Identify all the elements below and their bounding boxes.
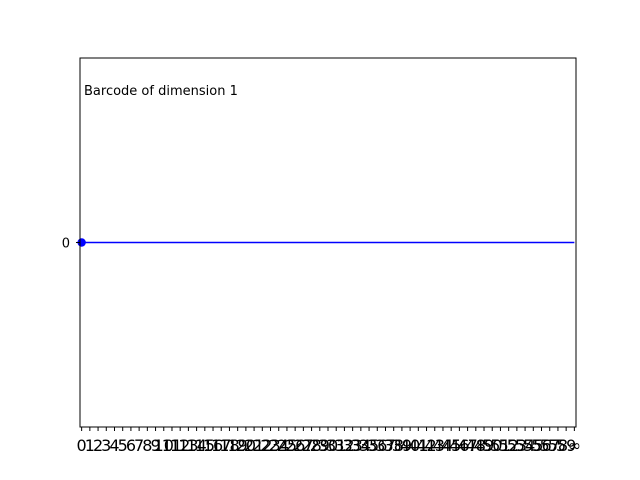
x-tick-label: 7 — [134, 436, 144, 455]
x-tick-label: 44 — [433, 436, 453, 455]
x-tick-label: 50 — [482, 436, 502, 455]
x-tick-label: 32 — [334, 436, 354, 455]
x-tick-label: 49 — [474, 436, 494, 455]
x-tick-label: 34 — [351, 436, 371, 455]
x-tick-label: 16 — [203, 436, 223, 455]
x-tick-label: 58 — [548, 436, 568, 455]
x-tick-label: 0 — [77, 436, 87, 455]
x-tick-label: 55 — [523, 436, 543, 455]
x-tick-label: 12 — [170, 436, 190, 455]
y-tick-label: 0 — [62, 237, 70, 252]
x-tick-label: 24 — [269, 436, 289, 455]
x-tick-label: 41 — [408, 436, 428, 455]
x-tick-label: 15 — [195, 436, 215, 455]
x-tick-label: 57 — [540, 436, 560, 455]
x-tick-label: 53 — [507, 436, 527, 455]
y-ticks: 0 — [62, 237, 80, 252]
x-ticks: 0123456789101112131415161718192021222324… — [77, 427, 581, 455]
chart-annotation: Barcode of dimension 1 — [84, 84, 238, 99]
x-tick-label: 40 — [400, 436, 420, 455]
x-tick-label: 18 — [219, 436, 239, 455]
x-tick-label: 29 — [310, 436, 330, 455]
x-tick-label: 22 — [252, 436, 272, 455]
x-tick-label: 36 — [367, 436, 387, 455]
x-tick-label: 38 — [384, 436, 404, 455]
x-tick-label: 33 — [342, 436, 362, 455]
x-tick-label: 19 — [227, 436, 247, 455]
x-tick-label: 26 — [285, 436, 305, 455]
x-tick-label: 17 — [211, 436, 231, 455]
x-tick-label: 48 — [466, 436, 486, 455]
x-tick-label: 9 — [150, 436, 160, 455]
x-tick-label: 21 — [244, 436, 264, 455]
x-tick-label: 56 — [531, 436, 551, 455]
x-tick-label: 31 — [326, 436, 346, 455]
x-tick-label: 3 — [101, 436, 111, 455]
x-tick-label: 52 — [498, 436, 518, 455]
x-tick-label: 35 — [359, 436, 379, 455]
x-tick-label: 25 — [277, 436, 297, 455]
x-tick-label: 45 — [441, 436, 461, 455]
x-tick-label: 30 — [318, 436, 338, 455]
x-tick-label: 28 — [301, 436, 321, 455]
x-tick-label: 51 — [490, 436, 510, 455]
x-tick-label: 10 — [154, 436, 174, 455]
x-tick-label: 2 — [93, 436, 103, 455]
x-tick-label: 23 — [260, 436, 280, 455]
x-tick-label: ∞ — [568, 436, 581, 455]
x-tick-label: 6 — [126, 436, 136, 455]
x-tick-label: 14 — [186, 436, 206, 455]
x-tick-label: 5 — [118, 436, 128, 455]
x-tick-label: 4 — [109, 436, 119, 455]
x-tick-label: 59 — [556, 436, 576, 455]
x-tick-label: 20 — [236, 436, 256, 455]
x-tick-label: 42 — [416, 436, 436, 455]
x-tick-label: 43 — [425, 436, 445, 455]
x-tick-label: 39 — [392, 436, 412, 455]
x-tick-label: 47 — [457, 436, 477, 455]
x-tick-label: 54 — [515, 436, 535, 455]
x-tick-label: 27 — [293, 436, 313, 455]
x-tick-label: 1 — [85, 436, 95, 455]
x-tick-label: 11 — [162, 436, 182, 455]
x-tick-label: 37 — [375, 436, 395, 455]
x-tick-label: 46 — [449, 436, 469, 455]
x-tick-label: 8 — [142, 436, 152, 455]
x-tick-label: 13 — [178, 436, 198, 455]
